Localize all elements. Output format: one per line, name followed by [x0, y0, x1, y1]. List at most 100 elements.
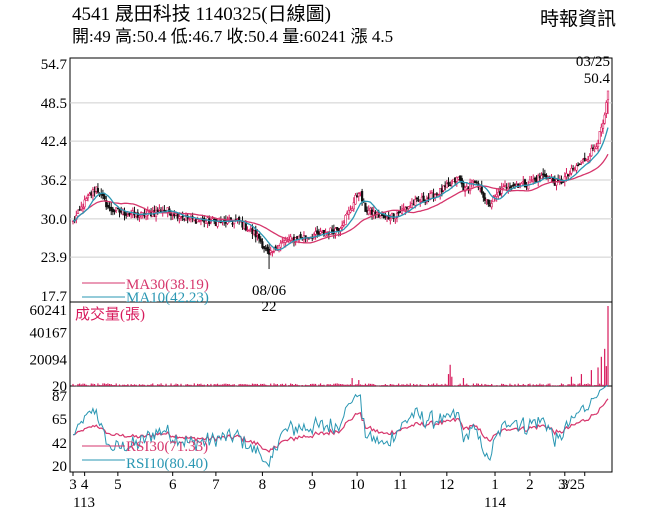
volume-bar	[303, 385, 305, 387]
candle-body	[246, 229, 249, 232]
candle-body	[387, 214, 390, 220]
volume-bar	[436, 383, 438, 386]
candle-body	[600, 126, 603, 133]
candle-body	[573, 168, 576, 170]
chart-title: 4541 晟田科技 1140325(日線圖)	[72, 4, 331, 26]
candle-body	[336, 227, 339, 230]
volume-bar	[182, 385, 184, 387]
candle-body	[480, 185, 483, 194]
candle-body	[598, 131, 601, 145]
volume-bar	[286, 385, 288, 387]
volume-bar	[265, 384, 267, 386]
source-label: 時報資訊	[539, 9, 616, 30]
candle-body	[279, 242, 282, 248]
volume-bar	[187, 384, 189, 386]
candle-body	[103, 195, 106, 199]
volume-bar	[285, 383, 287, 386]
candle-body	[417, 199, 420, 201]
volume-bar	[112, 384, 114, 386]
volume-bar	[198, 384, 200, 386]
candle-body	[90, 192, 93, 196]
candle-body	[581, 158, 585, 163]
volume-bar	[459, 383, 461, 386]
volume-bar	[218, 384, 220, 386]
volume-bar	[329, 384, 332, 386]
candle-body	[329, 227, 332, 235]
candle-body	[231, 223, 234, 225]
x-tick-label: 1	[491, 477, 499, 493]
volume-bar	[417, 385, 420, 387]
candle-body	[256, 233, 259, 236]
volume-bar	[266, 385, 268, 386]
volume-bar	[506, 384, 508, 386]
volume-bar	[580, 374, 583, 386]
candle-body	[533, 178, 536, 180]
volume-bar	[210, 383, 212, 386]
candle-body	[316, 230, 319, 234]
volume-bar	[462, 378, 465, 386]
volume-bar	[552, 385, 554, 386]
candle-body	[106, 205, 109, 208]
volume-bar	[152, 383, 154, 386]
volume-bar	[241, 384, 244, 386]
candle-body	[482, 192, 485, 198]
candle-body	[583, 157, 586, 162]
volume-value: 量:60241	[282, 27, 347, 46]
volume-bar	[398, 383, 400, 386]
volume-bar	[205, 385, 207, 387]
volume-bar	[457, 384, 460, 386]
candle-body	[130, 213, 133, 216]
volume-bar	[223, 383, 225, 386]
volume-bar	[353, 385, 355, 386]
candle-body	[108, 206, 111, 209]
volume-bar	[587, 383, 589, 386]
candle-body	[110, 206, 113, 212]
volume-y-tick-label: 20	[52, 379, 67, 395]
candle-body	[334, 228, 337, 234]
volume-bar	[158, 384, 160, 386]
volume-bar	[594, 385, 596, 386]
candle-body	[389, 218, 392, 221]
volume-bar	[211, 385, 214, 387]
volume-bar	[133, 384, 136, 386]
candle-body	[498, 191, 502, 195]
volume-bar	[243, 384, 245, 386]
volume-bar	[346, 384, 348, 386]
candle-body	[605, 102, 608, 114]
volume-bar	[336, 383, 338, 386]
x-tick-label: 3/25	[558, 477, 585, 493]
candle-body	[111, 208, 114, 213]
candle-body	[380, 214, 384, 216]
volume-bar	[130, 384, 132, 386]
volume-bar	[195, 385, 197, 386]
volume-bar	[522, 383, 524, 386]
candle-body	[314, 231, 317, 235]
volume-bar	[311, 383, 313, 386]
volume-bar	[471, 385, 473, 387]
volume-bar	[298, 385, 300, 386]
volume-bar	[373, 384, 375, 386]
volume-bar	[364, 383, 367, 386]
volume-bar	[562, 384, 564, 386]
volume-bar	[396, 384, 398, 386]
volume-bar	[570, 376, 573, 386]
volume-bar	[75, 385, 77, 387]
volume-bar	[409, 383, 411, 386]
volume-bar	[178, 385, 180, 387]
volume-bar	[132, 384, 134, 386]
candle-body	[80, 206, 83, 210]
candle-body	[576, 164, 580, 167]
candle-body	[512, 184, 515, 186]
volume-bar	[113, 385, 116, 386]
volume-bar	[604, 348, 606, 386]
volume-bar	[321, 384, 323, 386]
candle-body	[269, 250, 272, 253]
volume-bar	[481, 383, 483, 386]
volume-bar	[143, 384, 146, 386]
volume-bar	[172, 385, 174, 386]
volume-bar	[79, 383, 81, 386]
volume-bar	[255, 383, 257, 386]
candle-body	[473, 180, 477, 183]
candle-body	[570, 168, 573, 174]
candle-body	[493, 195, 497, 198]
